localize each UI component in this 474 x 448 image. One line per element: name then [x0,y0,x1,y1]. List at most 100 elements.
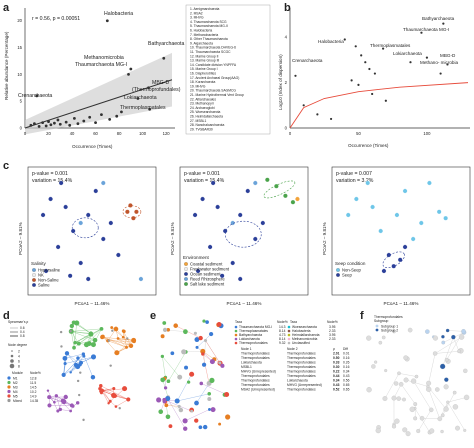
b-label-thaum: Thaumarchaeota MG-I [403,27,449,32]
network-edge [66,353,81,365]
network-node [131,337,137,343]
taxa-pct: 3.95 [329,325,336,329]
data-point [381,268,387,274]
data-point [410,236,416,242]
network-node [63,361,67,366]
network-node [73,340,78,345]
taxa-name: Bathyarchaeota [239,333,262,337]
network-node [90,342,96,348]
network-node [463,428,467,432]
edge-node2: MHVG (Unrepresented) [287,383,322,387]
network-node [183,426,188,431]
network-edge [202,351,221,364]
network-node [198,335,203,341]
taxa-pct: 14.3 [279,325,286,329]
module-pct: 14.35 [30,399,38,403]
legend-label: NK [38,273,44,278]
network-node [182,418,188,424]
legend-label: Salt lake sediment [190,282,225,287]
edge-diff: 0.56 [343,379,350,383]
network-node [165,414,171,420]
data-point [58,122,62,126]
network-edge [166,405,180,407]
module-marker [7,380,11,385]
network-node [435,387,440,392]
module-marker [7,376,11,380]
network-node [113,326,119,332]
network-edge [64,353,84,359]
network-node [82,418,85,422]
network-edge [162,356,180,378]
data-point [56,118,60,122]
network-node [60,398,66,403]
network-node [455,425,460,431]
network-node [88,331,94,337]
data-point [55,244,61,250]
network-node [165,395,171,402]
p-value-label: p-value = 0.007 [336,171,372,177]
data-point [290,199,296,205]
legend-entry: 14. Candidate division YNPFFA [190,63,237,67]
panel-letter-a: a [3,2,10,14]
data-point [134,209,139,215]
edge-diff: 0.65 [343,388,350,392]
network-node [72,345,76,350]
network-node [63,394,68,400]
label-thermoplasmatales: Thermoplasmatales [120,105,166,111]
network-edge [117,338,127,348]
data-point [409,61,412,64]
data-point [357,83,360,86]
data-point [368,67,371,71]
rho-legend-label: 0.4 [20,330,25,334]
legend-marker [32,283,36,287]
network-edge [71,331,96,341]
data-point [230,260,236,266]
data-point [439,72,442,75]
edge-rho: 2.01 [333,352,340,356]
data-point [295,196,300,202]
network-node [194,337,200,343]
data-point [343,38,346,41]
data-point [129,67,133,71]
taxa-marker [287,329,291,333]
module-name: Mixed [13,399,22,403]
module-pct: 11.5 [30,381,36,385]
network-node [116,337,120,340]
network-edge [175,325,201,339]
legend-marker [336,268,340,272]
edge-node1: Thermoprofundales [241,383,270,387]
variation-label: variation = 15.4% [184,178,225,184]
data-point [378,228,384,234]
data-point [402,244,408,250]
y-tick-label: 10 [17,72,22,77]
data-point [219,273,225,279]
legend-entry: 20. Thaumarchaeota SAGMCG [190,89,236,93]
edge-header: Diff [343,347,348,351]
taxa-name: Lokiarchaeota [239,337,260,341]
network-node [58,407,62,412]
network-node [437,416,443,422]
data-point [386,252,392,258]
network-node [402,397,406,402]
network-edge [102,390,111,402]
data-point [115,114,119,118]
network-node [114,350,120,356]
network-node [463,368,468,373]
network-node [156,397,162,403]
legend-entry: 25. Woesearchaeota [190,110,221,114]
legend-title: Environment [183,255,210,260]
data-point [33,122,36,126]
legend-entry: 7. Methanobacteria [190,33,218,37]
edge-diff: 0.16 [343,356,350,360]
network-node [163,386,168,390]
taxa-marker [287,333,291,337]
network-node [76,341,81,346]
data-point [260,220,266,226]
data-point [373,72,376,75]
x-axis-label: PCoA1 – 11.46% [75,301,110,306]
module-pct: 14.5 [30,386,37,390]
x-tick-label: 20 [46,131,51,136]
data-point [44,124,48,128]
